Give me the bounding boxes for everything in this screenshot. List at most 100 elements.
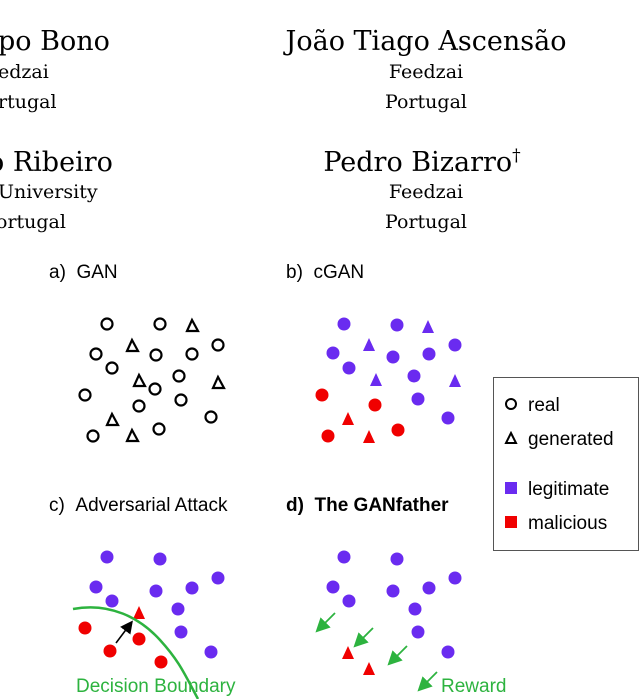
malicious-point [368, 398, 382, 412]
real-point [132, 399, 146, 413]
legitimate-generated-point [449, 374, 461, 387]
legitimate-point [337, 317, 351, 331]
legitimate-point [100, 550, 114, 564]
reward-arrow [353, 627, 374, 648]
panel-b-tag: b) [286, 262, 303, 283]
generated-malicious-point [342, 646, 354, 659]
generated-malicious-point [363, 662, 375, 675]
legitimate-point [411, 625, 425, 639]
dagger-mark: † [512, 146, 521, 166]
author-name-2: João Tiago Ascensão [285, 26, 567, 57]
author-affiliation-2: Feedzai [388, 61, 464, 83]
legitimate-point [408, 602, 422, 616]
panel-d-tag: d) [286, 495, 304, 516]
malicious-point [103, 644, 117, 658]
legitimate-generated-point [370, 373, 382, 386]
author-affiliation-3: University [0, 181, 98, 203]
malicious-generated-point [363, 430, 375, 443]
real-point [172, 369, 186, 383]
author-country-3: ortugal [0, 211, 66, 233]
legend-label-real: real [528, 395, 560, 416]
legitimate-point [171, 602, 185, 616]
legitimate-generated-point [422, 320, 434, 333]
author-name-1: po Bono [0, 26, 110, 57]
legitimate-point [441, 411, 455, 425]
author-name-4-text: Pedro Bizarro [323, 147, 513, 178]
malicious-generated-point [342, 412, 354, 425]
legitimate-point [386, 350, 400, 364]
legend-item-legitimate: legitimate [504, 479, 609, 501]
red-square-icon [504, 513, 528, 535]
real-point [148, 382, 162, 396]
legitimate-point [448, 338, 462, 352]
triangle-outline-icon [504, 429, 528, 451]
circle-outline-icon [504, 395, 528, 417]
legitimate-point [407, 369, 421, 383]
panel-a-tag: a) [49, 262, 66, 283]
legitimate-point [390, 552, 404, 566]
malicious-point [391, 423, 405, 437]
panel-b-label: b) cGAN [286, 262, 364, 284]
panel-d-title: The GANfather [314, 495, 449, 516]
legitimate-point [411, 392, 425, 406]
legend-item-malicious: malicious [504, 513, 607, 535]
generated-point [211, 374, 226, 390]
malicious-point [315, 388, 329, 402]
attack-arrow [115, 620, 133, 644]
legitimate-point [211, 571, 225, 585]
legend-item-generated: generated [504, 429, 614, 451]
real-point [149, 348, 163, 362]
legitimate-point [326, 580, 340, 594]
decision-boundary-curve [72, 606, 200, 699]
legitimate-point [390, 318, 404, 332]
legitimate-generated-point [363, 338, 375, 351]
legitimate-point [342, 594, 356, 608]
reward-arrow [387, 645, 408, 666]
legend-label-malicious: malicious [528, 513, 608, 534]
legitimate-point [185, 581, 199, 595]
author-affiliation-1: edzai [0, 61, 49, 83]
legitimate-point [337, 550, 351, 564]
panel-c-title: Adversarial Attack [75, 495, 228, 516]
malicious-point [78, 621, 92, 635]
panel-c-points [72, 550, 225, 699]
legend: real generated legitimate malicious [493, 377, 639, 551]
author-affiliation-4: Feedzai [388, 181, 464, 203]
blue-square-icon [504, 479, 528, 501]
panel-a-label: a) GAN [49, 262, 118, 284]
legend-item-real: real [504, 395, 560, 417]
real-point [86, 429, 100, 443]
real-point [100, 317, 114, 331]
legitimate-point [153, 552, 167, 566]
legitimate-point [149, 584, 163, 598]
legitimate-point [89, 580, 103, 594]
panel-a-points [78, 317, 226, 443]
legend-label-generated: generated [528, 429, 614, 450]
panel-b-title: cGAN [313, 262, 365, 283]
real-point [211, 338, 225, 352]
real-point [105, 361, 119, 375]
generated-point [125, 337, 140, 353]
malicious-point [321, 429, 335, 443]
malicious-point [132, 632, 146, 646]
legend-label-legitimate: legitimate [528, 479, 610, 500]
decision-boundary-label: Decision Boundary [76, 676, 236, 697]
panel-b-points [315, 317, 462, 443]
legitimate-point [441, 645, 455, 659]
panel-c-label: c) Adversarial Attack [49, 495, 227, 517]
author-name-3: o Ribeiro [0, 147, 113, 178]
panel-a-title: GAN [76, 262, 118, 283]
author-country-4: Portugal [385, 211, 467, 233]
real-point [153, 317, 167, 331]
generated-point [105, 411, 120, 427]
real-point [185, 347, 199, 361]
legitimate-point [386, 584, 400, 598]
real-point [152, 422, 166, 436]
author-country-1: rtugal [0, 91, 57, 113]
malicious-point [154, 655, 168, 669]
legitimate-point [422, 347, 436, 361]
reward-label: Reward [441, 676, 507, 697]
panel-d-points [315, 550, 462, 692]
author-country-2: Portugal [385, 91, 467, 113]
